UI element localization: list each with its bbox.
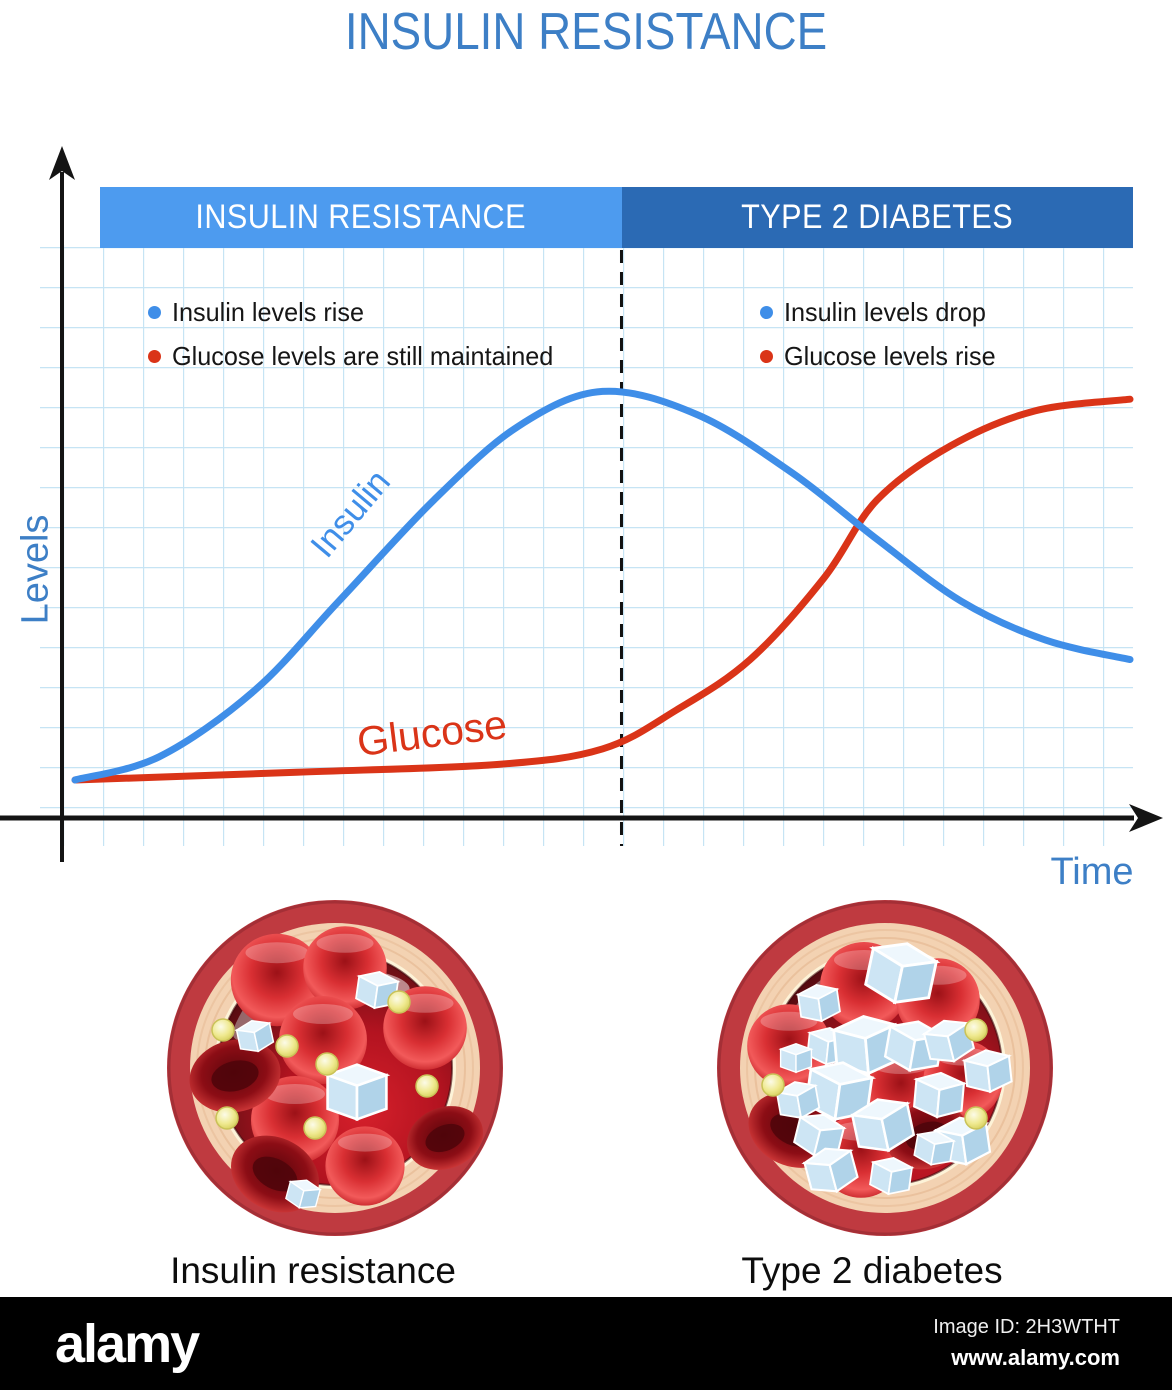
note-text: Insulin levels drop [784,296,986,327]
note-text: Glucose levels rise [784,340,996,371]
blood-vessel-type-2-diabetes [717,900,1053,1236]
notes-type-2-diabetes: Insulin levels drop Glucose levels rise [760,293,1002,375]
alamy-url: www.alamy.com [951,1345,1120,1370]
glucose-bullet-icon [760,349,773,363]
notes-insulin-resistance: Insulin levels rise Glucose levels are s… [148,293,565,375]
blood-vessel-illustrations [0,895,1172,1255]
phase-banner-left-label: INSULIN RESISTANCE [195,198,527,236]
caption-type-2-diabetes: Type 2 diabetes [741,1250,1003,1291]
insulin-curve [71,387,1134,784]
grid [40,245,1133,846]
glucose-bullet-icon [148,349,161,363]
footer-right: Image ID: 2H3WTHT www.alamy.com [933,1316,1120,1371]
note-insulin-levels-drop: Insulin levels drop [760,293,1002,331]
watermark-bar: alamy Image ID: 2H3WTHT www.alamy.com [0,1297,1172,1390]
insulin-bullet-icon [148,305,161,319]
insulin-bullet-icon [760,305,773,319]
note-insulin-levels-rise: Insulin levels rise [148,293,565,331]
y-axis-label: Levels [14,514,57,625]
note-glucose-levels-rise: Glucose levels rise [760,337,1002,375]
alamy-logo: alamy [55,1313,200,1374]
phase-banner: INSULIN RESISTANCE TYPE 2 DIABETES [100,187,1133,248]
x-axis-arrow [1129,804,1163,832]
x-axis-label: Time [1050,851,1134,893]
chart-canvas [0,146,1163,862]
image-id: Image ID: 2H3WTHT [933,1316,1120,1338]
page-title: INSULIN RESISTANCE [344,3,828,61]
note-glucose-maintained: Glucose levels are still maintained [148,337,565,375]
blood-vessel-insulin-resistance [167,900,503,1236]
note-text: Insulin levels rise [172,296,365,327]
y-axis-arrow [49,146,75,180]
glucose-curve [71,395,1134,784]
caption-insulin-resistance: Insulin resistance [170,1250,456,1291]
note-text: Glucose levels are still maintained [172,340,554,371]
phase-banner-type-2-diabetes: TYPE 2 DIABETES [622,187,1133,248]
phase-banner-insulin-resistance: INSULIN RESISTANCE [100,187,622,248]
phase-banner-right-label: TYPE 2 DIABETES [741,198,1014,236]
title-row: INSULIN RESISTANCE [0,2,1172,62]
